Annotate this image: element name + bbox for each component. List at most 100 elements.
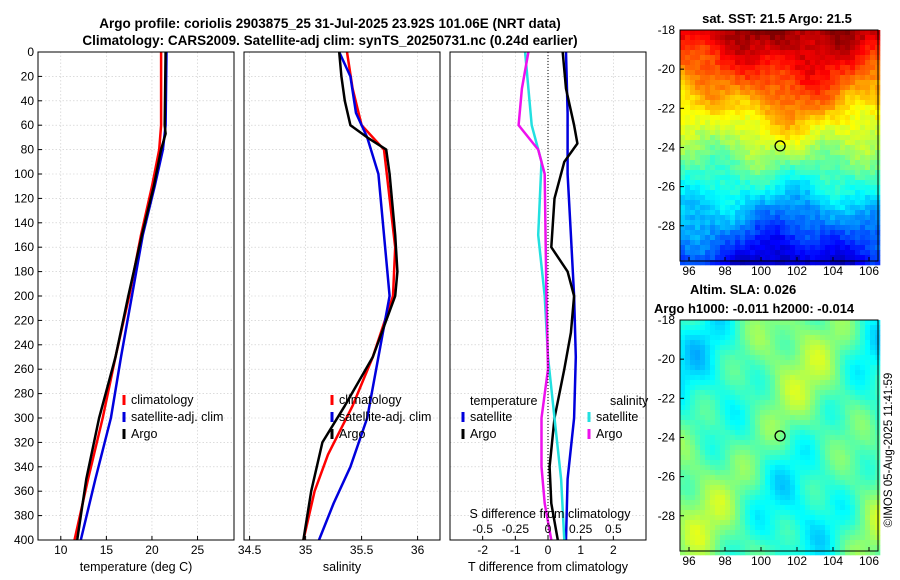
map-cell <box>815 390 821 396</box>
map-cell <box>710 430 716 436</box>
map-cell <box>695 365 701 371</box>
map-cell <box>775 185 781 191</box>
map-cell <box>700 195 706 201</box>
map-cell <box>725 525 731 531</box>
map-cell <box>775 160 781 166</box>
map-cell <box>860 75 866 81</box>
map-cell <box>820 330 826 336</box>
map-cell <box>715 450 721 456</box>
map-cell <box>760 345 766 351</box>
map-cell <box>705 125 711 131</box>
map-cell <box>745 110 751 116</box>
map-cell <box>865 475 871 481</box>
map-cell <box>770 160 776 166</box>
map-cell <box>870 395 876 401</box>
map-cell <box>820 360 826 366</box>
y-tick-label: -22 <box>658 101 676 115</box>
map-cell <box>865 400 871 406</box>
map-cell <box>710 405 716 411</box>
map-cell <box>740 325 746 331</box>
x-tick-label: 34.5 <box>238 543 262 557</box>
map-cell <box>825 125 831 131</box>
map-cell <box>810 400 816 406</box>
map-cell <box>690 425 696 431</box>
map-cell <box>710 35 716 41</box>
map-cell <box>765 475 771 481</box>
map-cell <box>800 75 806 81</box>
map-cell <box>705 230 711 236</box>
map-cell <box>830 260 836 266</box>
map-cell <box>780 350 786 356</box>
map-cell <box>800 320 806 326</box>
map-cell <box>685 445 691 451</box>
map-cell <box>800 405 806 411</box>
map-cell <box>855 415 861 421</box>
map-cell <box>760 420 766 426</box>
map-cell <box>795 55 801 61</box>
map-cell <box>860 35 866 41</box>
map-cell <box>730 485 736 491</box>
map-cell <box>835 465 841 471</box>
map-cell <box>725 410 731 416</box>
map-cell <box>830 490 836 496</box>
map-cell <box>695 400 701 406</box>
map-cell <box>705 190 711 196</box>
map-cell <box>740 205 746 211</box>
map-cell <box>730 145 736 151</box>
map-cell <box>835 410 841 416</box>
map-cell <box>865 435 871 441</box>
map-cell <box>685 115 691 121</box>
map-cell <box>765 240 771 246</box>
map-cell <box>695 375 701 381</box>
map-cell <box>725 455 731 461</box>
map-cell <box>735 380 741 386</box>
map-cell <box>685 460 691 466</box>
map-cell <box>710 355 716 361</box>
map-cell <box>730 515 736 521</box>
map-cell <box>720 380 726 386</box>
map-cell <box>775 220 781 226</box>
map-cell <box>755 370 761 376</box>
map-cell <box>760 185 766 191</box>
map-cell <box>680 165 686 171</box>
map-cell <box>765 95 771 101</box>
map-cell <box>805 180 811 186</box>
map-cell <box>775 460 781 466</box>
map-cell <box>715 120 721 126</box>
map-cell <box>825 430 831 436</box>
map-cell <box>810 105 816 111</box>
map-cell <box>700 150 706 156</box>
map-cell <box>805 175 811 181</box>
map-cell <box>720 500 726 506</box>
map-cell <box>745 520 751 526</box>
map-cell <box>735 240 741 246</box>
map-cell <box>715 540 721 546</box>
map-cell <box>815 345 821 351</box>
map-cell <box>850 140 856 146</box>
y-tick-label: -24 <box>658 430 676 444</box>
map-cell <box>765 345 771 351</box>
map-cell <box>695 255 701 261</box>
map-cell <box>865 260 871 266</box>
map-cell <box>810 385 816 391</box>
map-cell <box>780 215 786 221</box>
map-cell <box>770 195 776 201</box>
map-cell <box>730 55 736 61</box>
map-cell <box>835 505 841 511</box>
map-cell <box>740 440 746 446</box>
map-cell <box>765 435 771 441</box>
map-cell <box>860 230 866 236</box>
map-cell <box>835 440 841 446</box>
map-cell <box>775 435 781 441</box>
map-cell <box>835 510 841 516</box>
map-cell <box>770 240 776 246</box>
map-cell <box>850 160 856 166</box>
map-cell <box>795 435 801 441</box>
map-cell <box>790 505 796 511</box>
map-cell <box>745 30 751 36</box>
map-cell <box>865 330 871 336</box>
map-cell <box>865 110 871 116</box>
map-cell <box>690 395 696 401</box>
map-cell <box>835 450 841 456</box>
map-cell <box>745 250 751 256</box>
